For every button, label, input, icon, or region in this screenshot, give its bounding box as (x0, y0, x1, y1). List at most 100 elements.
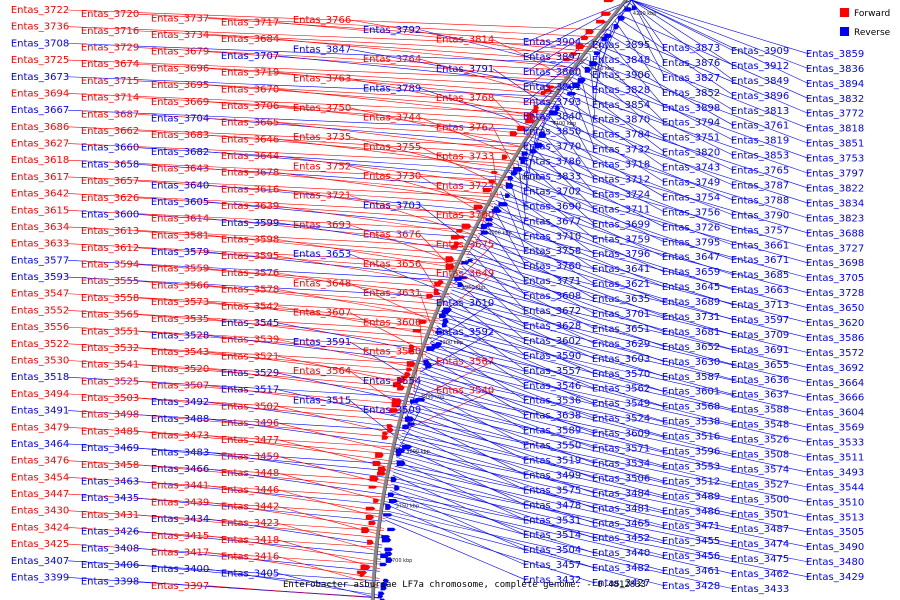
gene-label[interactable]: Entas_3605 (151, 197, 209, 208)
gene-label[interactable]: Entas_3653 (293, 249, 351, 260)
gene-label[interactable]: Entas_3456 (662, 551, 720, 562)
gene-label[interactable]: Entas_3416 (221, 552, 279, 563)
gene-label[interactable]: Entas_3744 (363, 113, 421, 124)
gene-label[interactable]: Entas_3766 (293, 15, 351, 26)
gene-label[interactable]: Entas_3706 (221, 101, 279, 112)
gene-label[interactable]: Entas_3896 (731, 91, 789, 102)
gene-label[interactable]: Entas_3638 (523, 411, 581, 422)
gene-label[interactable]: Entas_3520 (151, 364, 209, 375)
gene-label[interactable]: Entas_3873 (662, 43, 720, 54)
gene-label[interactable]: Entas_3552 (11, 305, 69, 316)
gene-label[interactable]: Entas_3818 (806, 124, 864, 135)
gene-label[interactable]: Entas_3686 (11, 122, 69, 133)
gene-label[interactable]: Entas_3573 (151, 297, 209, 308)
gene-label[interactable]: Entas_3481 (592, 503, 650, 514)
gene-label[interactable]: Entas_3790 (731, 210, 789, 221)
gene-label[interactable]: Entas_3628 (523, 321, 581, 332)
gene-label[interactable]: Entas_3432 (523, 575, 581, 586)
gene-label[interactable]: Entas_3524 (592, 414, 650, 425)
gene-label[interactable]: Entas_3446 (221, 485, 279, 496)
gene-label[interactable]: Entas_3696 (151, 63, 209, 74)
gene-label[interactable]: Entas_3407 (11, 556, 69, 567)
gene-label[interactable]: Entas_3427 (592, 578, 650, 589)
gene-label[interactable]: Entas_3536 (523, 396, 581, 407)
gene-label[interactable]: Entas_3433 (731, 584, 789, 595)
gene-label[interactable]: Entas_3694 (11, 88, 69, 99)
gene-label[interactable]: Entas_3519 (523, 455, 581, 466)
gene-label[interactable]: Entas_3688 (806, 228, 864, 239)
gene-label[interactable]: Entas_3727 (806, 243, 864, 254)
gene-label[interactable]: Entas_3562 (592, 384, 650, 395)
gene-label[interactable]: Entas_3578 (221, 285, 279, 296)
gene-label[interactable]: Entas_3425 (11, 539, 69, 550)
gene-label[interactable]: Entas_3649 (436, 269, 494, 280)
gene-label[interactable]: Entas_3664 (806, 378, 864, 389)
gene-label[interactable]: Entas_3854 (592, 100, 650, 111)
gene-label[interactable]: Entas_3676 (363, 230, 421, 241)
gene-label[interactable]: Entas_3660 (81, 143, 139, 154)
gene-label[interactable]: Entas_3471 (662, 521, 720, 532)
gene-label[interactable]: Entas_3659 (662, 267, 720, 278)
gene-label[interactable]: Entas_3484 (592, 488, 650, 499)
gene-label[interactable]: Entas_3540 (436, 386, 494, 397)
gene-label[interactable]: Entas_3542 (221, 301, 279, 312)
gene-label[interactable]: Entas_3834 (806, 198, 864, 209)
gene-label[interactable]: Entas_3909 (731, 46, 789, 57)
gene-label[interactable]: Entas_3398 (81, 577, 139, 588)
gene-label[interactable]: Entas_3853 (731, 151, 789, 162)
gene-label[interactable]: Entas_3764 (363, 54, 421, 65)
gene-label[interactable]: Entas_3604 (806, 408, 864, 419)
gene-label[interactable]: Entas_3406 (81, 560, 139, 571)
gene-label[interactable]: Entas_3534 (592, 458, 650, 469)
gene-label[interactable]: Entas_3791 (436, 64, 494, 75)
gene-label[interactable]: Entas_3763 (293, 74, 351, 85)
gene-label[interactable]: Entas_3691 (731, 345, 789, 356)
gene-label[interactable]: Entas_3498 (81, 410, 139, 421)
gene-label[interactable]: Entas_3458 (81, 460, 139, 471)
gene-label[interactable]: Entas_3517 (221, 385, 279, 396)
gene-label[interactable]: Entas_3675 (436, 239, 494, 250)
gene-label[interactable]: Entas_3501 (731, 509, 789, 520)
gene-label[interactable]: Entas_3566 (151, 280, 209, 291)
gene-label[interactable]: Entas_3399 (11, 572, 69, 583)
gene-label[interactable]: Entas_3571 (592, 444, 650, 455)
gene-label[interactable]: Entas_3840 (523, 112, 581, 123)
gene-label[interactable]: Entas_3670 (221, 84, 279, 95)
gene-label[interactable]: Entas_3424 (11, 522, 69, 533)
gene-label[interactable]: Entas_3682 (151, 147, 209, 158)
gene-label[interactable]: Entas_3486 (662, 506, 720, 517)
gene-label[interactable]: Entas_3711 (592, 204, 650, 215)
gene-label[interactable]: Entas_3820 (662, 148, 720, 159)
gene-label[interactable]: Entas_3418 (221, 535, 279, 546)
gene-label[interactable]: Entas_3590 (523, 351, 581, 362)
gene-label[interactable]: Entas_3482 (592, 563, 650, 574)
gene-label[interactable]: Entas_3713 (731, 300, 789, 311)
gene-label[interactable]: Entas_3698 (806, 258, 864, 269)
gene-label[interactable]: Entas_3636 (731, 375, 789, 386)
gene-label[interactable]: Entas_3673 (11, 72, 69, 83)
gene-label[interactable]: Entas_3461 (662, 566, 720, 577)
gene-label[interactable]: Entas_3521 (221, 351, 279, 362)
gene-label[interactable]: Entas_3525 (81, 376, 139, 387)
gene-label[interactable]: Entas_3452 (592, 533, 650, 544)
gene-label[interactable]: Entas_3813 (731, 106, 789, 117)
gene-label[interactable]: Entas_3678 (221, 168, 279, 179)
gene-label[interactable]: Entas_3574 (731, 464, 789, 475)
gene-label[interactable]: Entas_3895 (592, 40, 650, 51)
gene-label[interactable]: Entas_3507 (151, 381, 209, 392)
gene-label[interactable]: Entas_3505 (806, 527, 864, 538)
gene-label[interactable]: Entas_3637 (731, 390, 789, 401)
gene-label[interactable]: Entas_3898 (662, 103, 720, 114)
gene-label[interactable]: Entas_3876 (662, 58, 720, 69)
gene-label[interactable]: Entas_3770 (523, 142, 581, 153)
gene-label[interactable]: Entas_3514 (523, 530, 581, 541)
gene-label[interactable]: Entas_3672 (523, 306, 581, 317)
gene-label[interactable]: Entas_3487 (731, 524, 789, 535)
gene-label[interactable]: Entas_3463 (81, 477, 139, 488)
gene-label[interactable]: Entas_3478 (523, 500, 581, 511)
gene-label[interactable]: Entas_3483 (151, 447, 209, 458)
gene-label[interactable]: Entas_3488 (151, 414, 209, 425)
gene-label[interactable]: Entas_3750 (293, 103, 351, 114)
gene-label[interactable]: Entas_3490 (806, 542, 864, 553)
gene-label[interactable]: Entas_3786 (523, 157, 581, 168)
